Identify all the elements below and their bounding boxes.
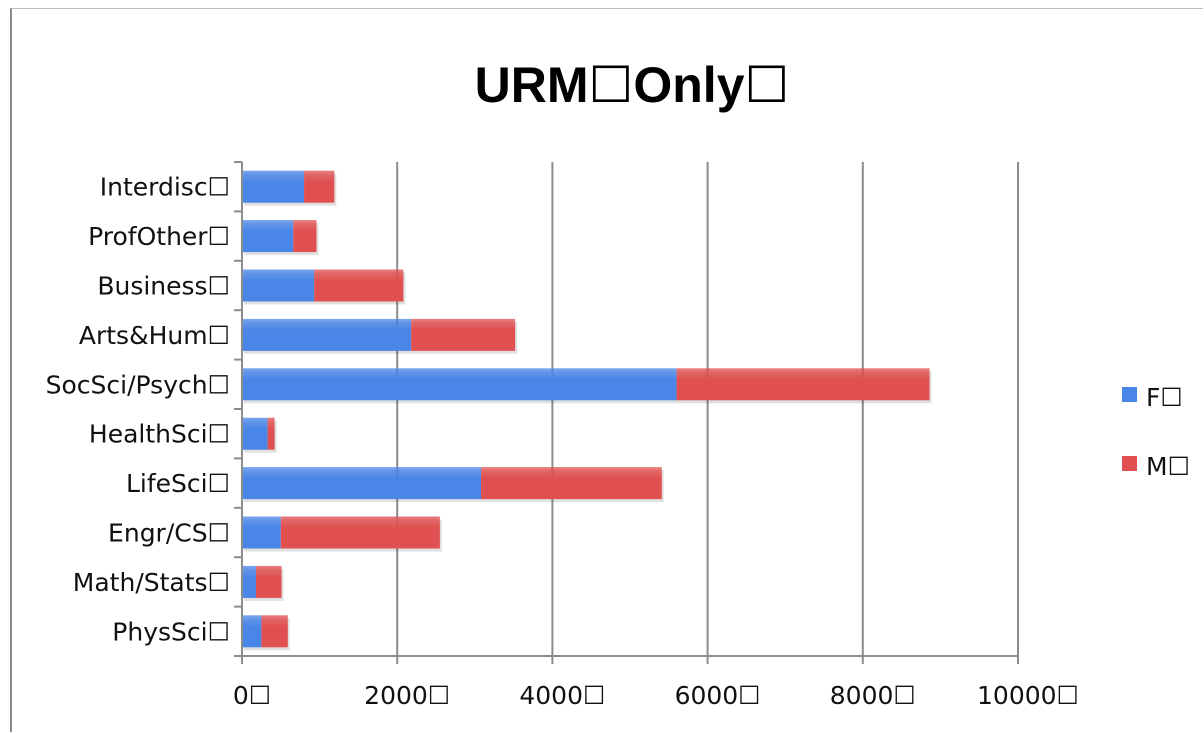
category-label: Math/Stats☐: [73, 568, 230, 597]
legend-swatch-f: [1122, 387, 1137, 402]
category-label: Business☐: [97, 272, 230, 301]
category-label: Engr/CS☐: [108, 519, 230, 548]
bar-m: [314, 269, 404, 302]
bar-m: [255, 565, 282, 598]
bar-f: [242, 318, 412, 351]
bar-m: [676, 368, 930, 401]
x-tick-label: 0☐: [233, 681, 271, 710]
category-label: Interdisc☐: [100, 173, 230, 202]
bars: [242, 170, 932, 651]
bar-m: [267, 417, 275, 450]
x-tick-label: 10000☐: [977, 681, 1079, 710]
bar-f: [242, 269, 315, 302]
category-label: Arts&Hum☐: [79, 321, 230, 350]
bar-m: [481, 467, 662, 500]
bar-f: [242, 615, 262, 648]
bar-f: [242, 467, 482, 500]
category-label: ProfOther☐: [88, 222, 230, 251]
category-label: SocSci/Psych☐: [46, 370, 230, 399]
category-label: HealthSci☐: [89, 420, 230, 449]
x-tick-label: 4000☐: [519, 681, 605, 710]
category-label: PhysSci☐: [112, 617, 230, 646]
x-tick-label: 2000☐: [364, 681, 450, 710]
bar-m: [411, 318, 516, 351]
bar-f: [242, 170, 305, 203]
bar-m: [304, 170, 335, 203]
chart-frame: [10, 8, 1203, 732]
x-tick-labels: 0☐ 2000☐ 4000☐ 6000☐ 8000☐ 10000☐: [233, 681, 1079, 710]
bar-f: [242, 516, 281, 549]
category-label: LifeSci☐: [126, 469, 230, 498]
legend-swatch-m: [1122, 456, 1137, 471]
x-tick-label: 8000☐: [830, 681, 916, 710]
chart-title: URM☐Only☐: [475, 57, 790, 113]
bar-f: [242, 220, 294, 253]
bar-f: [242, 565, 256, 598]
legend-label-f: F☐: [1146, 383, 1183, 412]
axes: [234, 161, 1019, 664]
legend: F☐ M☐: [1122, 383, 1190, 481]
bar-m: [293, 220, 317, 253]
bar-f: [242, 368, 677, 401]
bar-m: [280, 516, 440, 549]
legend-label-m: M☐: [1146, 452, 1190, 481]
bar-m: [261, 615, 288, 648]
bar-f: [242, 417, 268, 450]
category-labels: PhysSci☐ Math/Stats☐ Engr/CS☐ LifeSci☐ Healt…: [46, 173, 230, 647]
x-tick-label: 6000☐: [675, 681, 761, 710]
gridlines: [396, 162, 1019, 656]
